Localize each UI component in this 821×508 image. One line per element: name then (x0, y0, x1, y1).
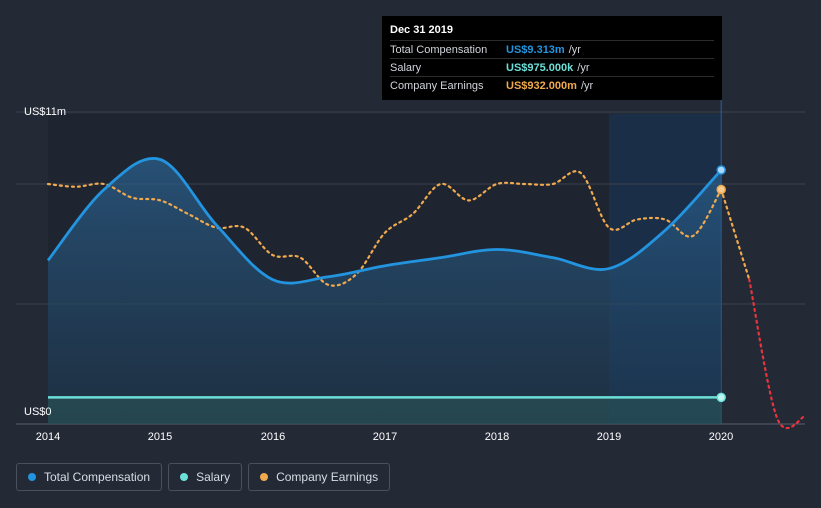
tooltip-value: US$932.000m (506, 79, 577, 92)
legend-label: Salary (196, 470, 231, 484)
total-compensation-area (48, 158, 722, 425)
legend-item-company-earnings[interactable]: Company Earnings (248, 463, 391, 491)
tooltip-value: US$975.000k (506, 61, 574, 74)
total-compensation-line (46, 157, 723, 285)
salary-point (716, 392, 726, 403)
y-tick-label-top: US$11m (24, 106, 66, 118)
tooltip-unit: /yr (568, 43, 581, 56)
tooltip-unit: /yr (577, 61, 590, 74)
y-tick-label-bottom: US$0 (24, 406, 52, 418)
company-earnings-point (716, 184, 726, 195)
x-tick-label-2019: 2019 (596, 431, 622, 443)
chart-plot (16, 100, 807, 429)
tooltip-row-total-compensation: Total Compensation US$9.313m /yr (390, 40, 714, 58)
x-tick-label-2018: 2018 (484, 431, 510, 443)
legend-label: Total Compensation (44, 470, 151, 484)
company-earnings-line (46, 170, 723, 287)
tooltip-value: US$9.313m (506, 43, 565, 56)
tooltip-row-salary: Salary US$975.000k /yr (390, 58, 714, 76)
company-earnings-projection (720, 188, 751, 281)
tooltip-label: Company Earnings (390, 79, 484, 92)
tooltip-label: Total Compensation (390, 43, 488, 56)
chart-legend: Total Compensation Salary Company Earnin… (16, 463, 391, 491)
legend-label: Company Earnings (276, 470, 379, 484)
hover-tooltip: Dec 31 2019 Total Compensation US$9.313m… (382, 16, 722, 100)
legend-item-salary[interactable]: Salary (168, 463, 243, 491)
x-tick-label-2020: 2020 (708, 431, 734, 443)
company-earnings-decline (748, 278, 807, 429)
x-tick-label-2017: 2017 (372, 431, 398, 443)
salary-area (48, 397, 722, 424)
tooltip-date: Dec 31 2019 (390, 24, 453, 36)
legend-dot-icon (260, 473, 269, 481)
x-tick-label-2015: 2015 (147, 431, 173, 443)
tooltip-row-company-earnings: Company Earnings US$932.000m /yr (390, 76, 714, 94)
total-compensation-point (716, 165, 726, 175)
x-tick-label-2016: 2016 (260, 431, 286, 443)
legend-dot-icon (180, 473, 189, 481)
tooltip-unit: /yr (580, 79, 594, 92)
tooltip-label: Salary (390, 61, 422, 74)
legend-dot-icon (28, 473, 36, 481)
legend-item-total-compensation[interactable]: Total Compensation (16, 463, 163, 491)
x-tick-label-2014: 2014 (35, 431, 61, 443)
